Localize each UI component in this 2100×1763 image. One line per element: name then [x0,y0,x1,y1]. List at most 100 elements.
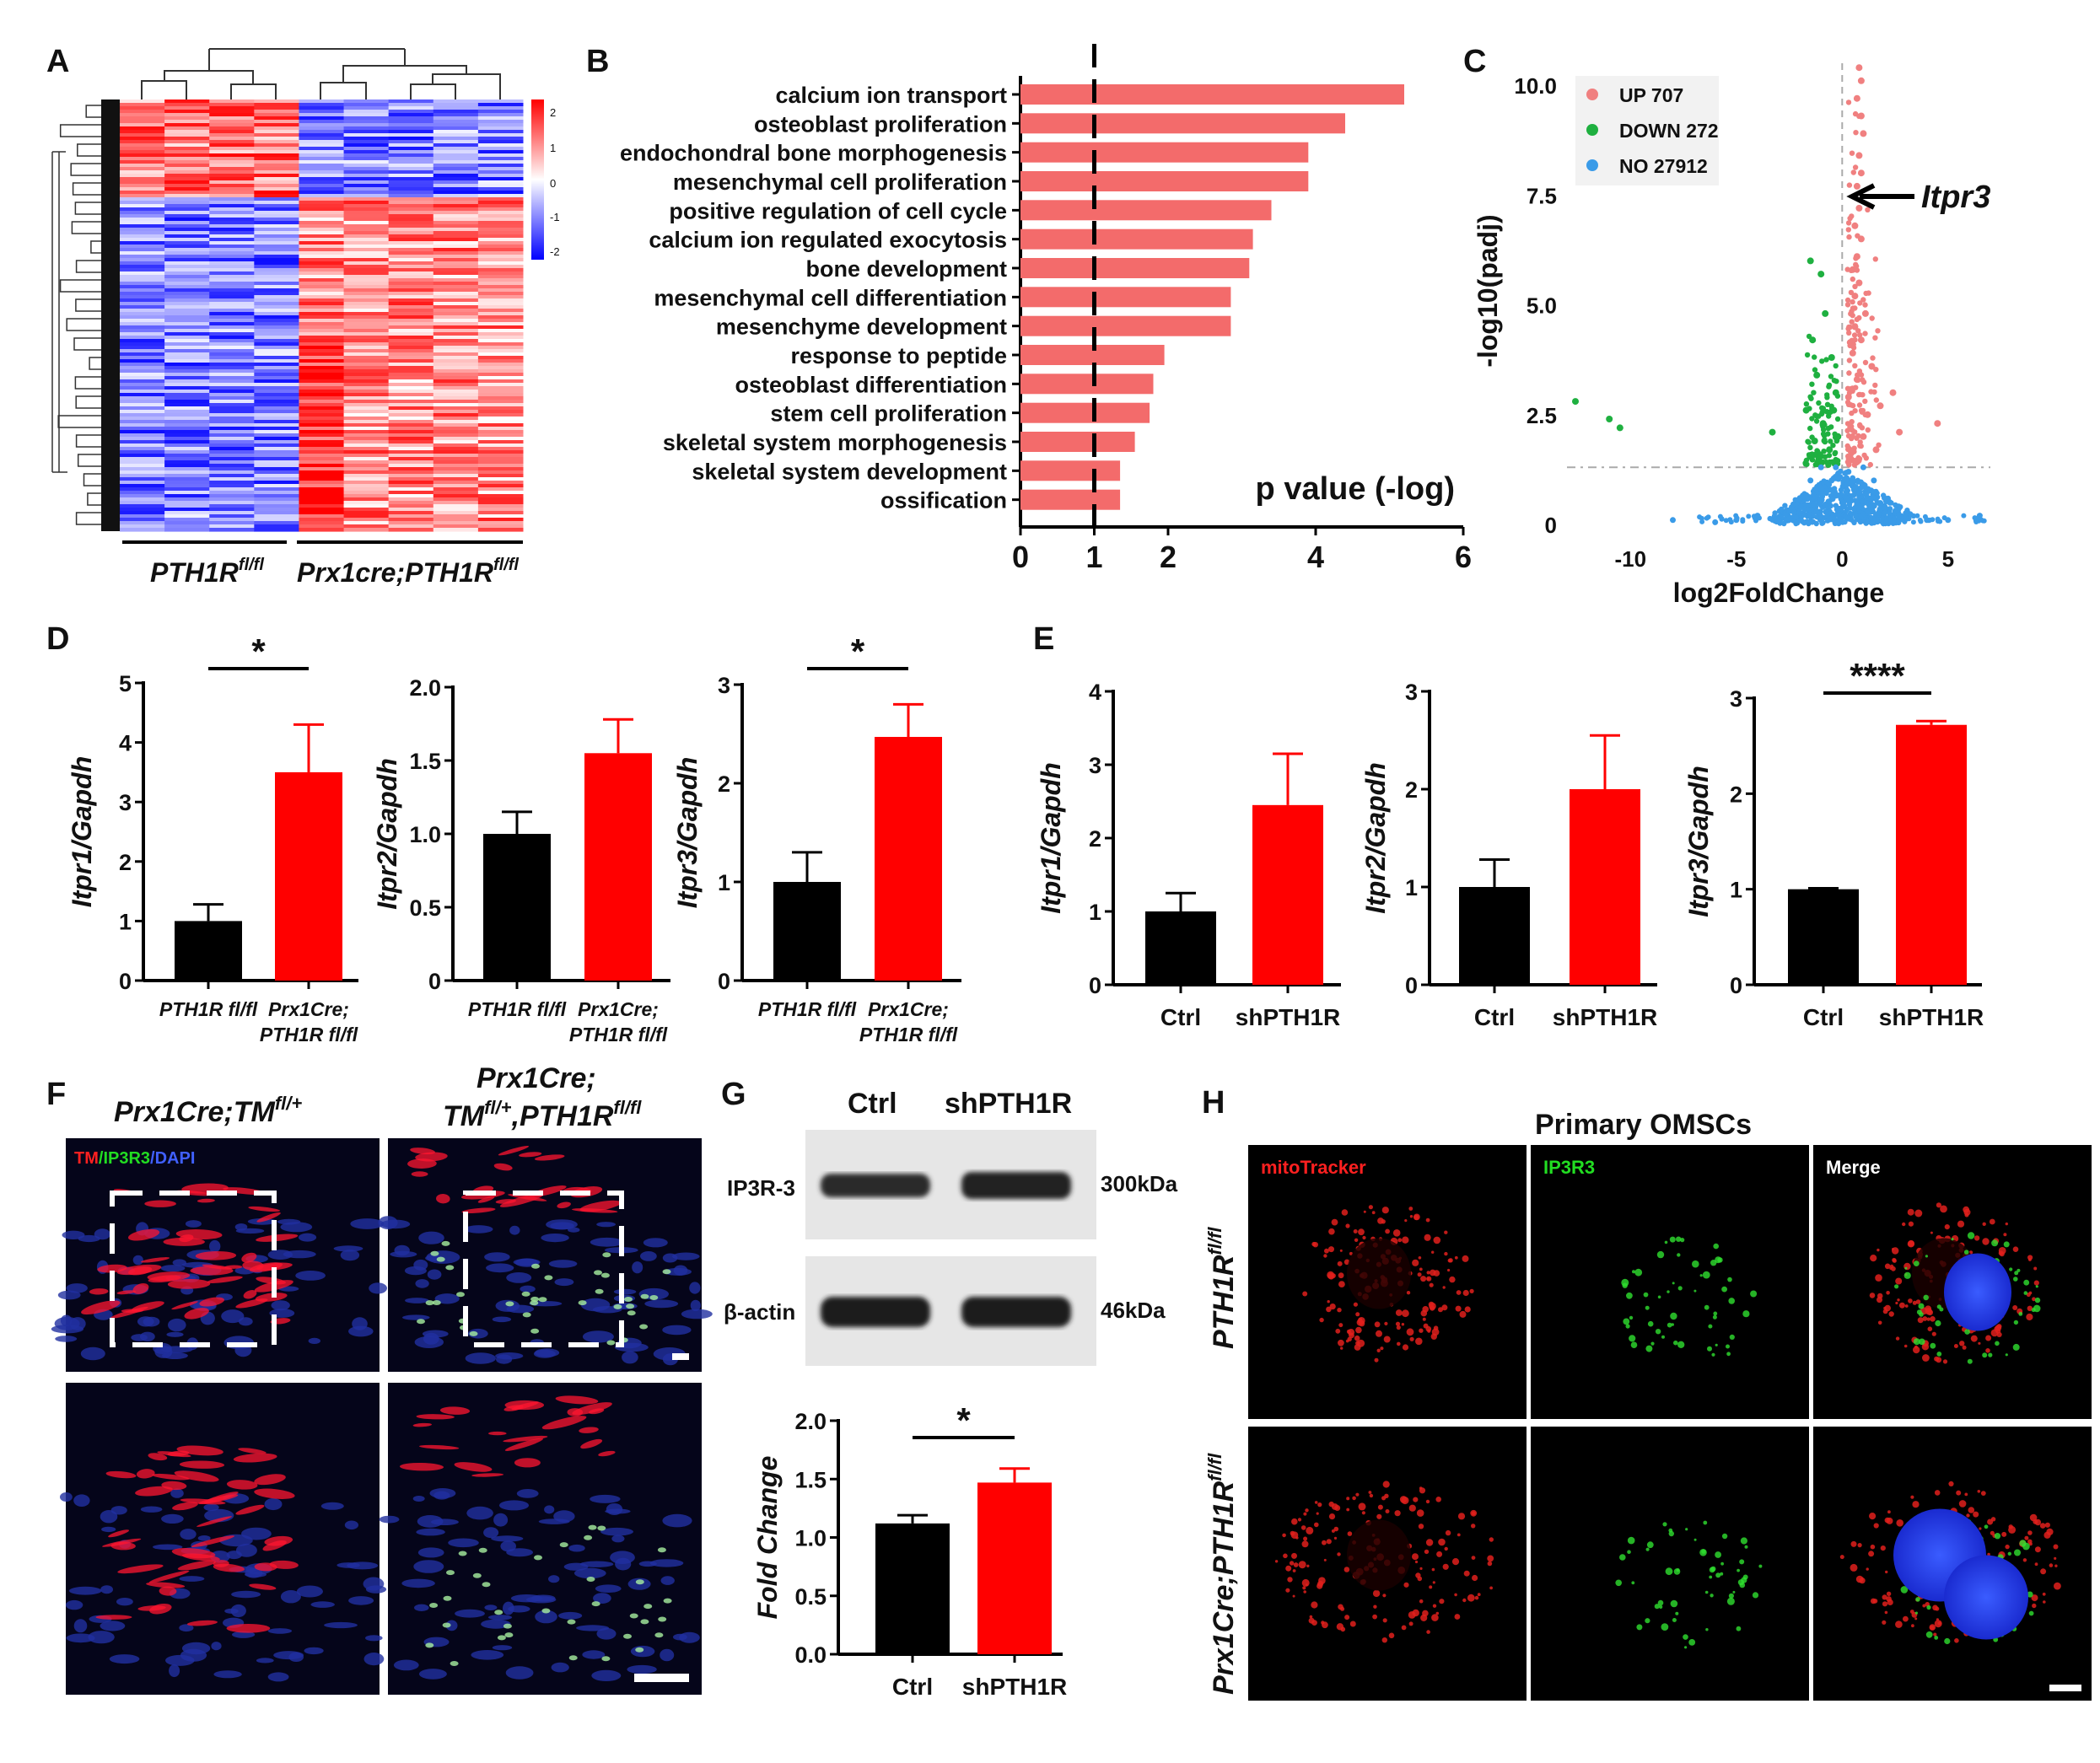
heatmap-cell [254,106,299,110]
c-point-no [1850,486,1857,493]
dendrogram-branch [432,73,501,84]
heatmap-cell [388,356,434,360]
heatmap-cell [388,251,434,255]
heatmap-cell [388,170,434,175]
heatmap-cell [388,373,434,377]
if-nuclei [267,1628,293,1634]
ip3r3-signal [1680,1238,1685,1243]
heatmap-cell [164,457,210,461]
heatmap-cell [343,150,390,154]
heatmap-cell [388,315,434,320]
panel-label-f: F [46,1077,66,1112]
mito-signal [1926,1317,1930,1321]
if-tm-signal [179,1460,225,1469]
heatmap-cell [120,376,165,380]
heatmap-cell [120,518,165,522]
heatmap-cell [343,464,390,468]
heatmap-cell [388,167,434,171]
bar-y-tick-label: 3 [119,790,132,815]
heatmap-cell [477,443,524,448]
c-point-up [1860,297,1866,303]
panel-label-h: H [1202,1085,1225,1121]
mito-signal [1436,1551,1443,1557]
bar-y-tick-label: 0.5 [409,895,441,921]
mito-signal [1868,1551,1875,1557]
heatmap-cell [299,265,345,269]
heatmap-cell [343,207,390,212]
mito-signal [1382,1618,1387,1623]
heatmap-cell [343,312,390,316]
ip3r3-signal [1627,1536,1635,1545]
heatmap-cell [299,224,345,228]
heatmap-cell [120,255,165,259]
c-point-up [1844,393,1852,400]
mito-signal [1922,1316,1928,1321]
mito-signal [1303,1590,1306,1594]
if-tm-signal [454,1462,493,1472]
mito-signal [1903,1344,1908,1348]
if-nuclei [649,1559,684,1567]
ip3r3-signal [1744,1545,1748,1549]
heatmap-cell [164,319,210,323]
mito-signal [1337,1308,1342,1313]
heatmap-panel: 2 1 0 -1 -2 PTH1Rfl/fl Prx1cre;PTH1Rfl/f… [51,48,560,588]
ip3r3-signal [2012,1343,2020,1351]
mito-signal [2054,1582,2061,1590]
c-point-up [1845,220,1852,226]
heatmap-cell [477,413,524,417]
heatmap-cell [164,430,210,434]
if-ip3r3-signal [602,1252,611,1258]
mito-signal [1985,1348,1990,1353]
c-point-up [1864,411,1871,418]
mito-signal [1877,1248,1880,1252]
mito-signal [1347,1329,1355,1336]
heatmap-cell [164,524,210,529]
heatmap-cell [343,305,390,309]
heatmap-cell [299,150,345,154]
c-point-no [1887,506,1893,512]
heatmap-cell [299,464,345,468]
heatmap-cell [433,528,479,532]
if-nuclei [417,1547,444,1558]
heatmap-cell [164,265,210,269]
heatmap-cell [254,511,299,515]
mito-signal [1395,1321,1401,1326]
heatmap-cell [299,481,345,485]
if-ip3r3-signal [600,1272,610,1278]
mito-signal [1402,1309,1409,1318]
c-point-up [1844,266,1850,272]
heatmap-cell [120,241,165,245]
if-nuclei [640,1251,657,1261]
heatmap-cell [433,133,479,137]
heatmap-cell [343,413,390,417]
bar-y-tick-label: 0.0 [794,1642,827,1668]
if-tm-signal [197,1198,215,1203]
heatmap-cell [388,160,434,164]
heatmap-cell [120,207,165,212]
h-title: Primary OMSCs [1535,1109,1752,1141]
mito-signal [2008,1524,2013,1529]
heatmap-cell [209,106,255,110]
mito-signal [1354,1335,1360,1341]
heatmap-cell [254,201,299,205]
mito-signal [1397,1238,1403,1243]
heatmap-cell [388,363,434,367]
mito-signal [1338,1339,1344,1346]
mito-signal [1380,1346,1384,1351]
c-y-tick-label: 7.5 [1527,183,1557,208]
heatmap-cell [299,174,345,178]
heatmap-cell [254,258,299,262]
group-label-ctrl: PTH1Rfl/fl [150,556,264,588]
heatmap-cell [299,191,345,195]
mito-signal [1381,1219,1386,1224]
if-ip3r3-signal [627,1310,636,1316]
heatmap-cell [299,325,345,330]
heatmap-cell [388,248,434,252]
heatmap-cell [254,285,299,289]
heatmap-cell [433,477,479,481]
heatmap-cell [299,417,345,421]
heatmap-cell [209,511,255,515]
ip3r3-signal [1670,1599,1678,1608]
heatmap-cell [477,430,524,434]
if-nuclei [509,1225,520,1235]
